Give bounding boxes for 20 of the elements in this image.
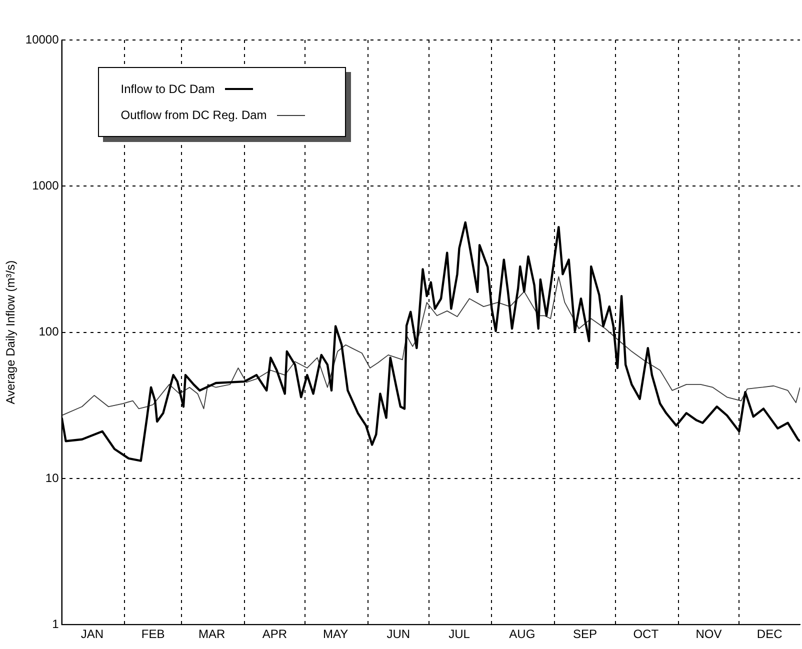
x-tick-label: MAY xyxy=(323,627,348,642)
legend-label: Outflow from DC Reg. Dam xyxy=(120,108,267,122)
y-tick-label: 10000 xyxy=(25,32,60,46)
x-tick-label: SEP xyxy=(573,627,598,642)
y-tick-label: 1 xyxy=(52,616,60,631)
x-tick-label: DEC xyxy=(756,627,783,642)
x-tick-label: FEB xyxy=(141,627,165,642)
x-tick-label: NOV xyxy=(696,627,722,642)
x-tick-label: JUN xyxy=(386,627,410,642)
x-tick-label: MAR xyxy=(198,627,226,642)
x-tick-label: APR xyxy=(262,627,288,642)
y-tick-label: 10 xyxy=(45,470,60,485)
x-tick-label: OCT xyxy=(633,627,660,642)
y-tick-label: 100 xyxy=(38,324,60,339)
y-tick-label: 1000 xyxy=(32,178,60,192)
legend-label: Inflow to DC Dam xyxy=(120,82,215,96)
x-tick-label: AUG xyxy=(509,627,536,642)
x-tick-label: JUL xyxy=(448,627,470,642)
x-tick-label: JAN xyxy=(80,627,104,642)
y-axis-title: Average Daily Inflow (m³/s) xyxy=(4,260,18,404)
